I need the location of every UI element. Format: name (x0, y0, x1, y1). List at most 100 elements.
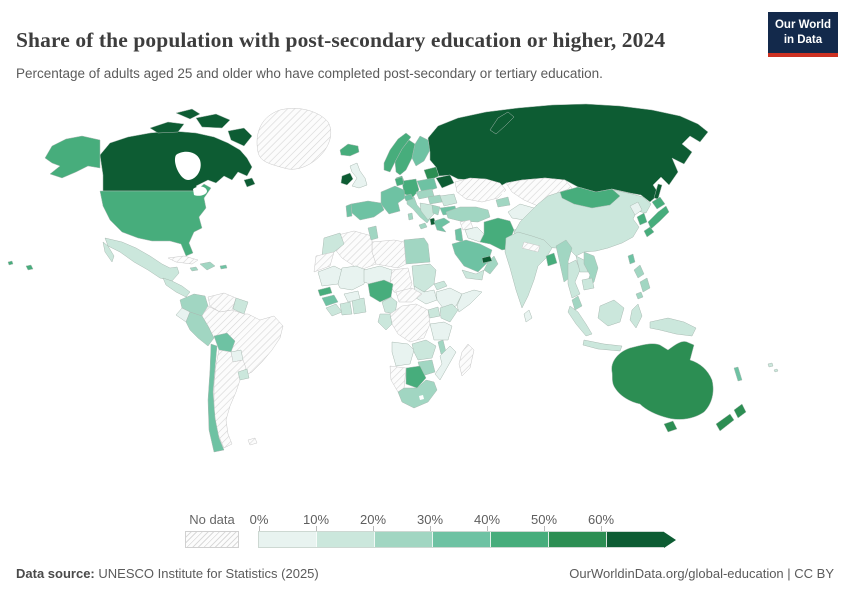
country-turkey[interactable] (445, 206, 491, 223)
country-uae-qatar[interactable] (481, 255, 493, 264)
country-taiwan[interactable] (627, 253, 636, 265)
country-portugal[interactable] (345, 203, 353, 218)
country-philippines[interactable] (635, 291, 644, 300)
country-switzerland[interactable] (403, 193, 414, 202)
country-bangladesh[interactable] (545, 252, 558, 267)
country-fiji[interactable] (767, 362, 774, 368)
country-congo-gabon[interactable] (377, 313, 393, 331)
country-senegal[interactable] (317, 286, 333, 297)
country-belarus[interactable] (435, 174, 455, 189)
country-finland[interactable] (411, 135, 431, 167)
country-morocco[interactable] (321, 232, 345, 257)
legend-bucket-50-60%[interactable] (548, 532, 606, 547)
country-peru[interactable] (185, 311, 215, 347)
country-japan-honshu[interactable] (647, 205, 670, 230)
country-russia-sakhalin[interactable] (653, 183, 663, 200)
country-mexico[interactable] (104, 237, 180, 282)
country-ireland[interactable] (340, 172, 354, 186)
legend-bucket-10-20%[interactable] (316, 532, 374, 547)
country-thailand[interactable] (567, 259, 581, 299)
country-sri-lanka[interactable] (523, 309, 533, 323)
country-australia-tasmania[interactable] (663, 420, 678, 433)
country-greenland[interactable] (256, 108, 331, 170)
country-japan-kyushu[interactable] (643, 226, 655, 238)
country-philippines[interactable] (639, 277, 651, 293)
legend-bucket-20-30%[interactable] (374, 532, 432, 547)
country-cuba[interactable] (167, 255, 199, 265)
country-new-caledonia[interactable] (733, 366, 743, 382)
country-yemen[interactable] (461, 269, 485, 281)
country-japan-hokkaido[interactable] (651, 196, 666, 210)
country-italy-sardinia[interactable] (407, 212, 414, 221)
country-south-korea[interactable] (636, 212, 648, 226)
country-puerto-rico[interactable] (219, 264, 228, 270)
country-uk[interactable] (349, 162, 368, 189)
country-usa-alaska[interactable] (44, 135, 101, 179)
country-greece[interactable] (433, 217, 451, 233)
country-italy[interactable] (406, 196, 431, 224)
country-botswana[interactable] (405, 365, 427, 389)
country-usa-hawaii[interactable] (25, 264, 34, 271)
country-indonesia-sulawesi[interactable] (629, 303, 643, 329)
country-ivory-coast[interactable] (339, 301, 353, 316)
country-tunisia[interactable] (367, 225, 379, 241)
country-usa-hawaii[interactable] (7, 260, 14, 266)
country-india[interactable] (504, 231, 553, 309)
country-italy-sicily[interactable] (418, 222, 428, 230)
country-hungary-slovakia[interactable] (427, 194, 443, 205)
country-cambodia[interactable] (581, 277, 595, 291)
country-central-african-republic[interactable] (395, 287, 423, 303)
country-indonesia-borneo[interactable] (597, 299, 625, 327)
country-benelux[interactable] (394, 176, 405, 187)
country-falkland[interactable] (247, 437, 258, 446)
country-canada[interactable] (243, 177, 256, 188)
legend-no-data-swatch[interactable] (185, 531, 239, 548)
country-north-korea[interactable] (629, 201, 643, 216)
country-central-america-north[interactable] (162, 277, 191, 298)
owid-logo[interactable]: Our World in Data (767, 12, 838, 57)
country-canada[interactable] (227, 127, 253, 147)
legend-bucket-30-40%[interactable] (432, 532, 490, 547)
country-south-africa[interactable] (397, 379, 438, 409)
country-russia-novaya-zemlya[interactable] (489, 111, 515, 135)
country-canada[interactable] (175, 108, 201, 120)
country-new-guinea[interactable] (649, 317, 697, 337)
country-angola[interactable] (391, 341, 415, 367)
country-laos[interactable] (575, 255, 589, 273)
country-guinea[interactable] (321, 294, 339, 307)
country-serbia[interactable] (431, 204, 441, 216)
country-caucasus[interactable] (495, 196, 511, 208)
country-mozambique[interactable] (434, 345, 457, 381)
country-sierra-leone-liberia[interactable] (325, 303, 343, 317)
footer-credit-link[interactable]: OurWorldinData.org/global-education | CC… (569, 566, 834, 581)
country-bolivia[interactable] (213, 332, 236, 353)
country-philippines[interactable] (633, 264, 645, 279)
country-tanzania[interactable] (429, 321, 453, 341)
country-uruguay[interactable] (237, 368, 250, 381)
legend-no-data[interactable]: No data (184, 512, 240, 548)
country-somalia[interactable] (456, 289, 483, 313)
country-chile[interactable] (207, 343, 225, 453)
country-nepal[interactable] (521, 241, 541, 253)
country-new-zealand-north[interactable] (733, 403, 747, 419)
country-libya[interactable] (371, 239, 407, 269)
country-canada[interactable] (195, 113, 231, 129)
country-algeria[interactable] (333, 230, 377, 271)
country-australia[interactable] (611, 341, 714, 420)
country-burkina-faso[interactable] (343, 290, 361, 303)
country-new-zealand-south[interactable] (715, 413, 735, 432)
legend-bucket-0-10%[interactable] (259, 532, 316, 547)
country-argentina[interactable] (213, 349, 247, 449)
country-kenya[interactable] (439, 303, 459, 323)
country-dominican-republic[interactable] (199, 261, 216, 271)
country-egypt[interactable] (403, 237, 431, 265)
country-drc[interactable] (389, 303, 431, 343)
country-western-sahara[interactable] (313, 251, 335, 273)
country-zambia[interactable] (411, 339, 437, 361)
legend-bucket-40-50%[interactable] (490, 532, 548, 547)
country-cameroon[interactable] (381, 296, 398, 315)
country-mali[interactable] (337, 265, 367, 291)
country-indonesia-java[interactable] (582, 339, 623, 352)
country-indonesia-sumatra[interactable] (567, 305, 593, 337)
country-oman[interactable] (483, 255, 499, 275)
